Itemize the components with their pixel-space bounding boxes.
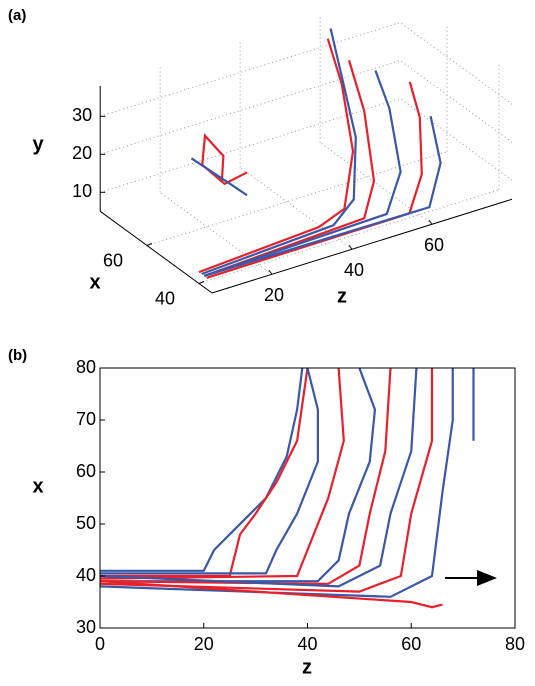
trajectory <box>203 70 402 277</box>
y-axis-label: x <box>32 475 43 497</box>
x-tick-label: 0 <box>95 634 105 654</box>
trajectory <box>198 38 355 274</box>
y-tick-label: 60 <box>76 461 96 481</box>
x-axis-label: z <box>302 656 312 678</box>
x-axis-label: x <box>89 271 100 293</box>
y-tick-label: 40 <box>76 565 96 585</box>
trajectory <box>99 580 443 609</box>
grid-line <box>198 189 500 284</box>
trajectory <box>100 367 377 583</box>
tick-mark <box>428 219 433 225</box>
trajectory <box>99 368 454 598</box>
trajectory <box>99 367 392 585</box>
x-tick-label: 60 <box>401 634 421 654</box>
y-tick-label: 30 <box>76 617 96 637</box>
tick-mark <box>198 281 205 284</box>
tick-mark <box>268 269 273 275</box>
tick-mark <box>146 243 153 246</box>
trajectory <box>190 157 248 197</box>
grid-line <box>399 22 513 105</box>
x-tick-label: 20 <box>194 634 214 654</box>
y-tick-label: 80 <box>76 357 96 377</box>
axis-line <box>99 210 213 294</box>
y-tick-label: 20 <box>72 143 92 163</box>
z-axis-label: z <box>337 285 347 307</box>
z-tick-label: 20 <box>264 285 284 305</box>
grid-line <box>100 60 401 155</box>
grid-line <box>100 98 401 193</box>
grid-line <box>146 151 448 246</box>
grid-line <box>399 60 513 143</box>
axis-line <box>211 198 513 294</box>
trajectory <box>203 115 442 277</box>
panel-label: (a) <box>8 7 26 24</box>
z-tick-label: 40 <box>344 260 364 280</box>
x-tick-label: 80 <box>505 634 525 654</box>
grid-line <box>100 22 401 117</box>
x-tick-label: 40 <box>297 634 317 654</box>
y-tick-label: 70 <box>76 409 96 429</box>
y-tick-label: 10 <box>72 181 92 201</box>
y-tick-label: 30 <box>72 105 92 125</box>
trajectory <box>99 367 418 588</box>
y-axis-label: y <box>32 133 44 155</box>
x-tick-label: 60 <box>103 250 123 270</box>
trajectory <box>100 367 304 572</box>
panel-label: (b) <box>8 347 27 364</box>
z-tick-label: 60 <box>424 235 444 255</box>
y-tick-label: 50 <box>76 513 96 533</box>
trajectory <box>100 367 319 575</box>
tick-mark <box>348 244 353 250</box>
trajectory <box>100 367 309 578</box>
trajectory <box>201 28 357 276</box>
trajectory <box>99 367 345 580</box>
trajectory <box>99 368 434 593</box>
trajectory <box>203 59 376 277</box>
x-tick-label: 40 <box>155 288 175 308</box>
